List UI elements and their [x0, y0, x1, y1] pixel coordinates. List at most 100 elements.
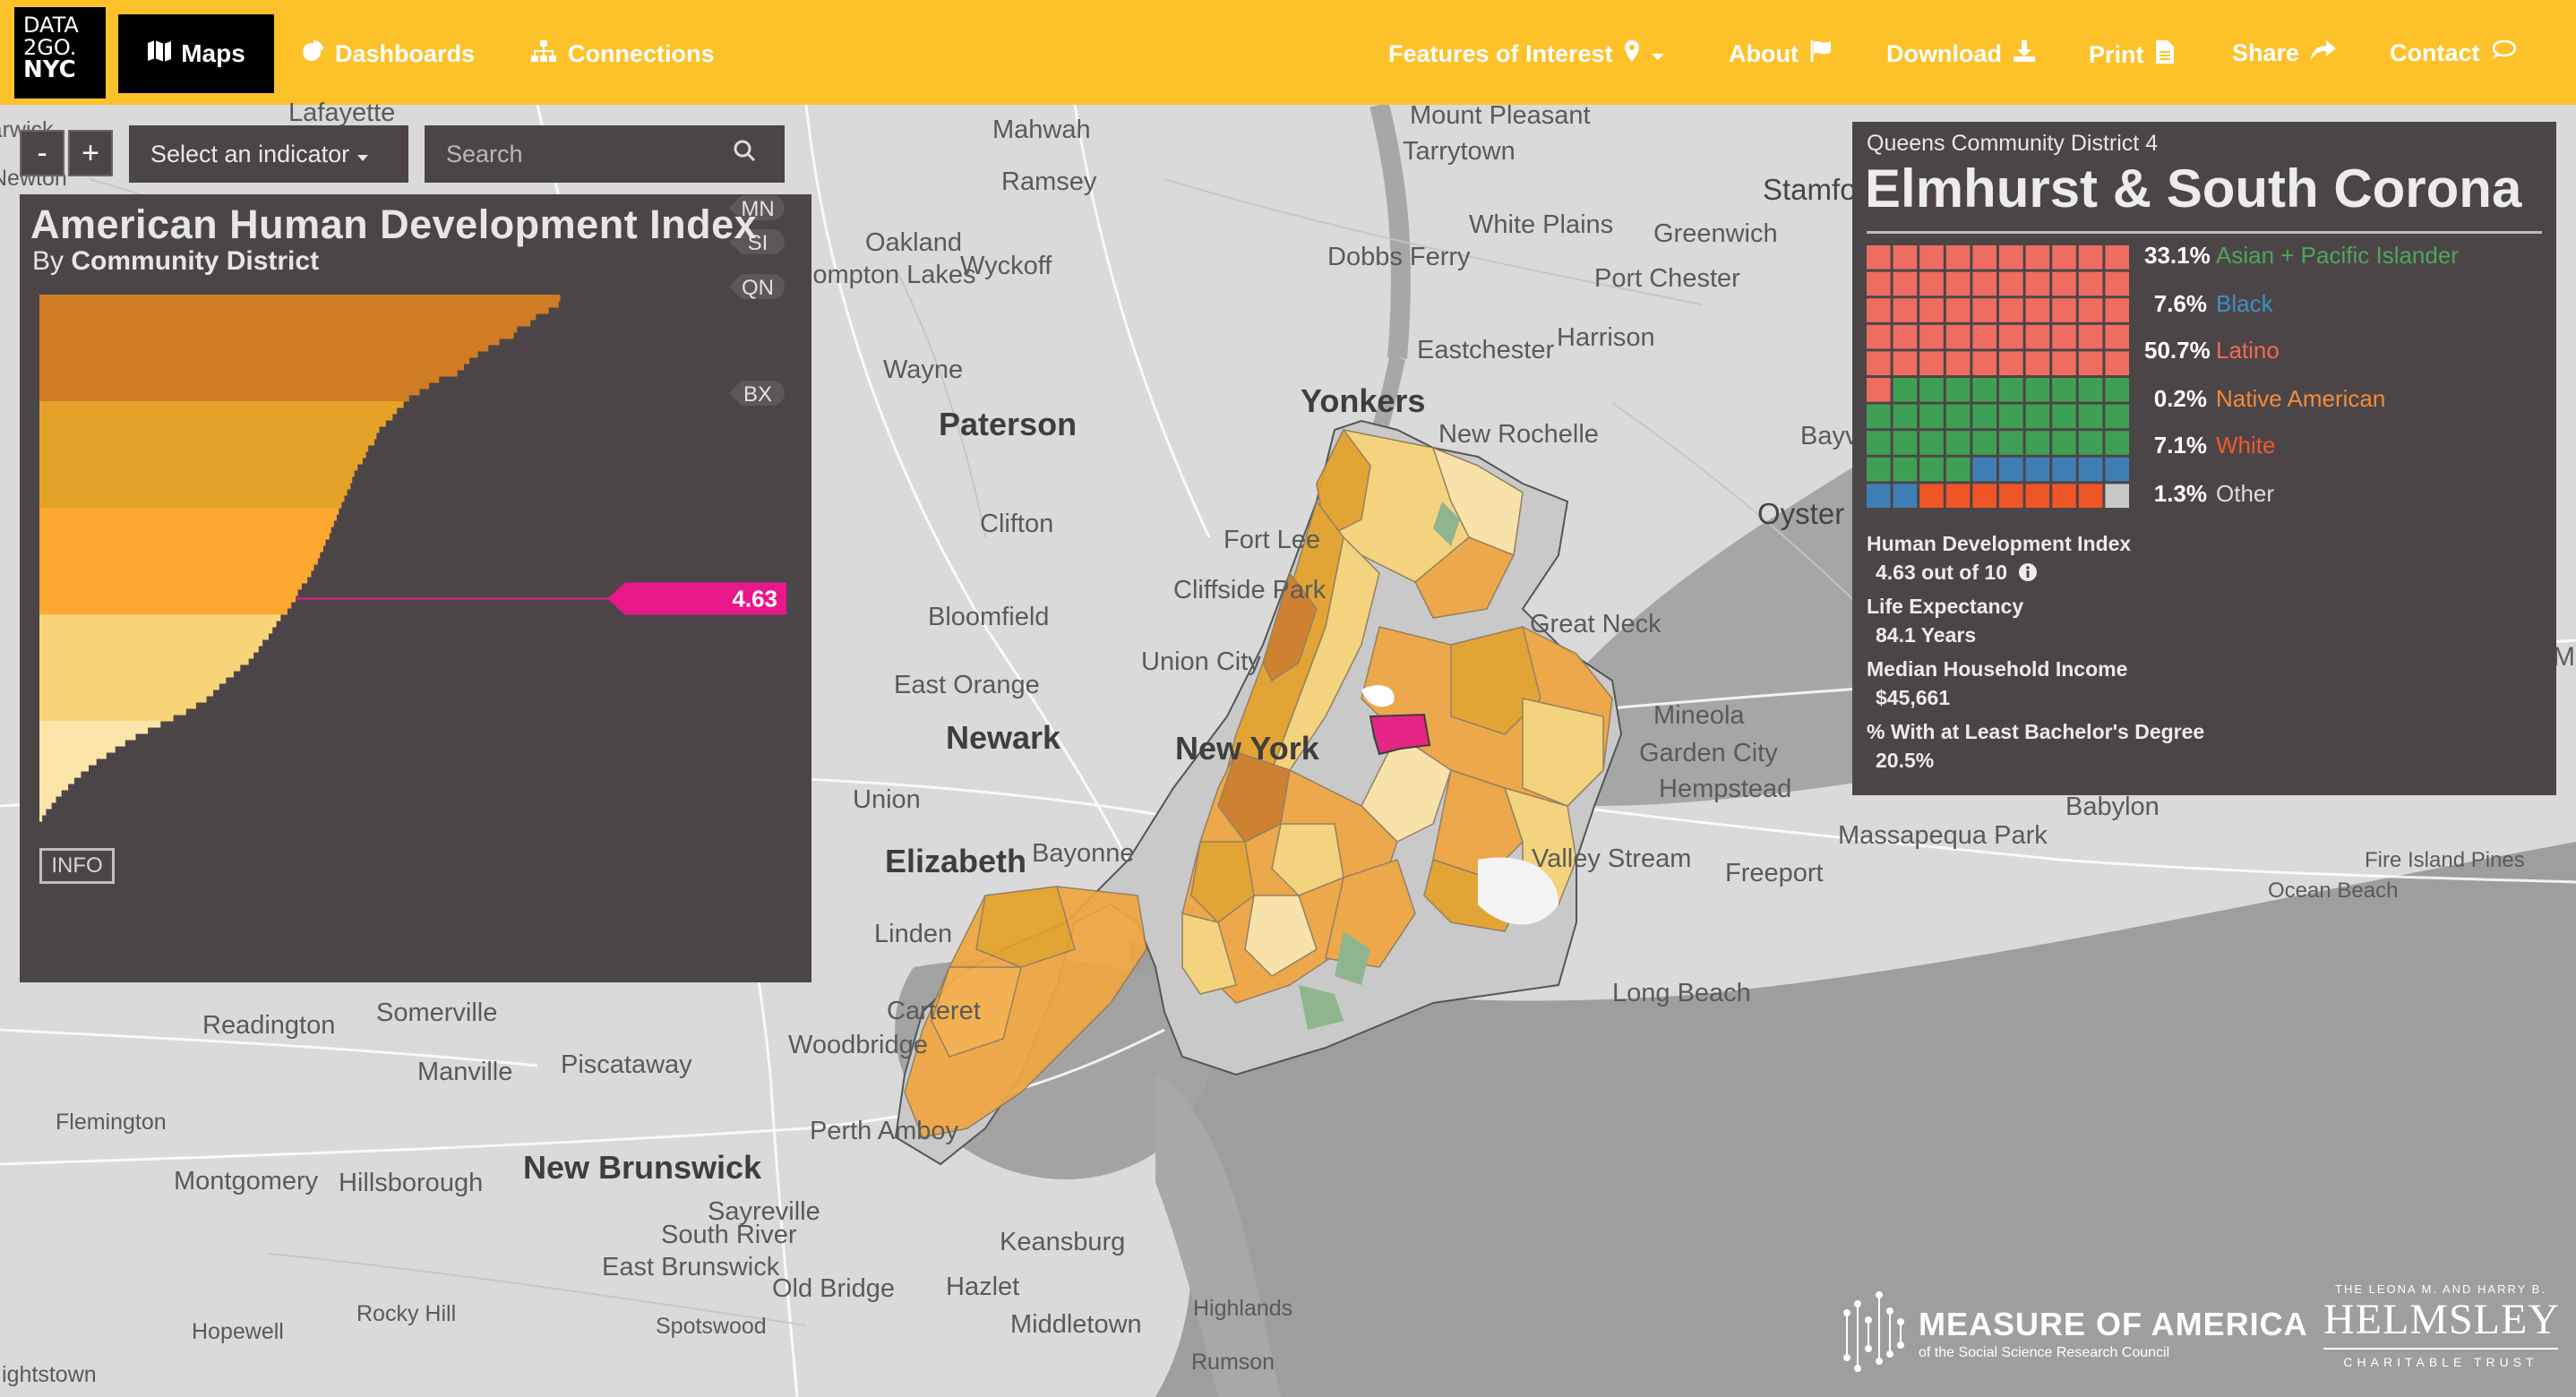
hdi-bar[interactable] [39, 470, 355, 477]
hdi-bar[interactable] [39, 740, 125, 747]
hdi-bar[interactable] [39, 683, 219, 690]
hdi-bar[interactable] [39, 552, 321, 559]
nav-print[interactable]: Print [2089, 39, 2175, 71]
nav-download[interactable]: Download [1886, 39, 2036, 69]
nav-contact[interactable]: Contact [2390, 39, 2516, 67]
hdi-bar[interactable] [39, 295, 561, 302]
hdi-bar[interactable] [39, 508, 339, 515]
hdi-bar[interactable] [39, 458, 363, 465]
hdi-bar[interactable] [39, 539, 326, 546]
hdi-bar[interactable] [39, 301, 559, 308]
hdi-bar[interactable] [39, 621, 277, 628]
hdi-bar[interactable] [39, 784, 69, 791]
hdi-bar[interactable] [39, 414, 393, 421]
hdi-bar[interactable] [39, 758, 97, 766]
hdi-bar[interactable] [39, 382, 430, 390]
data2go-logo[interactable]: DATA 2GO. NYC [14, 7, 106, 99]
hdi-bar[interactable] [39, 671, 234, 678]
hdi-bar[interactable] [39, 677, 227, 684]
hdi-bar[interactable] [39, 771, 82, 778]
hdi-bar[interactable] [39, 514, 337, 521]
hdi-bar[interactable] [39, 802, 52, 810]
zoom-in-button[interactable]: + [68, 130, 113, 176]
hdi-bar[interactable] [39, 721, 161, 728]
hdi-bar[interactable] [39, 420, 386, 427]
hdi-bar[interactable] [39, 307, 549, 314]
hdi-bar[interactable] [39, 376, 440, 383]
hdi-bar[interactable] [39, 326, 518, 333]
hdi-bar[interactable] [39, 614, 281, 621]
hdi-bar[interactable] [39, 796, 56, 803]
hdi-bar[interactable] [39, 395, 409, 402]
hdi-bar[interactable] [39, 407, 398, 415]
borough-marker[interactable]: QN [729, 274, 785, 300]
hdi-bar[interactable] [39, 389, 420, 396]
measure-of-america-logo[interactable]: MEASURE OF AMERICA of the Social Science… [1838, 1286, 2307, 1380]
hdi-bar[interactable] [39, 809, 47, 816]
hdi-bar[interactable] [39, 708, 186, 716]
hdi-bar[interactable] [39, 313, 537, 321]
hdi-bar[interactable] [39, 339, 500, 346]
hdi-bar[interactable] [39, 433, 377, 440]
hdi-bar[interactable] [39, 476, 353, 484]
hdi-bar[interactable] [39, 445, 369, 452]
info-circle-icon[interactable] [2013, 561, 2038, 584]
hdi-bar[interactable] [39, 639, 263, 647]
hdi-bar[interactable] [39, 426, 380, 433]
hdi-bar[interactable] [39, 351, 478, 358]
hdi-bar[interactable] [39, 715, 174, 722]
hdi-bar[interactable] [39, 533, 330, 540]
hdi-bar[interactable] [39, 495, 345, 502]
hdi-bar[interactable] [39, 332, 514, 339]
hdi-bar[interactable] [39, 646, 259, 653]
hdi-bar[interactable] [39, 401, 404, 408]
hdi-bar[interactable] [39, 483, 351, 490]
indicator-dropdown[interactable]: Select an indicator [129, 125, 408, 183]
hdi-bar[interactable] [39, 702, 196, 709]
hdi-bar[interactable] [39, 527, 331, 534]
hdi-bar[interactable] [39, 633, 269, 640]
hdi-bar[interactable] [39, 608, 288, 615]
hdi-bar[interactable] [39, 501, 342, 509]
hdi-bar[interactable] [39, 589, 298, 596]
zoom-out-button[interactable]: - [20, 130, 64, 176]
hdi-bar[interactable] [39, 320, 531, 327]
hdi-bar[interactable] [39, 733, 136, 741]
borough-marker[interactable]: BX [729, 381, 785, 407]
nav-dashboards[interactable]: Dashboards [301, 39, 475, 69]
nav-share[interactable]: Share [2232, 39, 2337, 67]
search-input[interactable] [425, 127, 720, 181]
hdi-bar[interactable] [39, 364, 464, 371]
hdi-bar[interactable] [39, 577, 308, 584]
search-icon[interactable] [733, 139, 756, 169]
nav-maps-tab[interactable]: Maps [118, 14, 274, 93]
hdi-bar[interactable] [39, 439, 374, 446]
hdi-bar[interactable] [39, 520, 334, 527]
helmsley-logo[interactable]: THE LEONA M. AND HARRY B. HELMSLEY CHARI… [2323, 1282, 2559, 1369]
hdi-bar[interactable] [39, 370, 458, 377]
borough-marker[interactable]: SI [729, 229, 785, 255]
nav-features-of-interest[interactable]: Features of Interest [1388, 39, 1665, 69]
hdi-bar[interactable] [39, 583, 302, 590]
hdi-bar[interactable] [39, 658, 249, 665]
nav-about[interactable]: About [1729, 39, 1833, 69]
hdi-bar[interactable] [39, 564, 314, 571]
hdi-bar[interactable] [39, 464, 358, 471]
hdi-bar[interactable] [39, 690, 214, 697]
hdi-bar[interactable] [39, 489, 348, 496]
hdi-bar[interactable] [39, 627, 273, 634]
hdi-bar[interactable] [39, 357, 470, 364]
hdi-bar[interactable] [39, 790, 62, 797]
hdi-bar[interactable] [39, 596, 296, 603]
nav-connections[interactable]: Connections [530, 39, 715, 69]
hdi-bar[interactable] [39, 664, 241, 672]
hdi-bar[interactable] [39, 558, 318, 565]
hdi-bar-chart[interactable]: MN SI QN BX 4.63 [20, 194, 811, 982]
hdi-bar[interactable] [39, 727, 149, 734]
hdi-bar[interactable] [39, 652, 254, 659]
hdi-bar[interactable] [39, 345, 489, 352]
hdi-bar[interactable] [39, 765, 89, 772]
hdi-bar[interactable] [39, 746, 116, 753]
hdi-bar[interactable] [39, 545, 323, 553]
hdi-bar[interactable] [39, 570, 312, 578]
